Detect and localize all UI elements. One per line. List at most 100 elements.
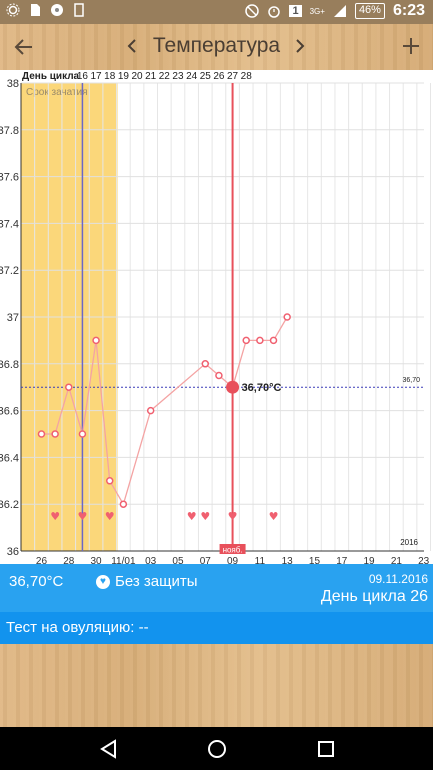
cycle-day-label: 23 bbox=[172, 71, 184, 82]
temperature-point bbox=[146, 406, 155, 415]
selected-date: 09.11.2016 bbox=[368, 572, 428, 586]
do-not-disturb-icon bbox=[245, 4, 260, 18]
y-tick-label: 36.2 bbox=[0, 499, 19, 511]
ovulation-test-label: Тест на овуляцию: -- bbox=[6, 619, 149, 636]
cycle-day-label: 20 bbox=[131, 71, 143, 82]
x-tick-label: 09 bbox=[227, 556, 239, 567]
ovulation-test-bar[interactable]: Тест на овуляцию: -- bbox=[0, 612, 433, 644]
y-tick-label: 36.8 bbox=[0, 359, 19, 371]
temperature-point bbox=[92, 336, 100, 345]
y-tick-label: 37.8 bbox=[0, 125, 19, 137]
cycle-day-label: 27 bbox=[227, 71, 239, 82]
status-right-icons: 1 3G+ 46% 6:23 bbox=[245, 2, 425, 20]
status-bar: 1 3G+ 46% 6:23 bbox=[0, 0, 433, 24]
year-label: 2016 bbox=[400, 538, 418, 547]
temperature-point bbox=[119, 500, 128, 508]
network-type: 3G+ bbox=[309, 6, 325, 16]
system-nav-bar bbox=[0, 727, 433, 770]
heart-icon: ♥ bbox=[228, 510, 238, 523]
heart-icon: ♥ bbox=[105, 510, 115, 523]
cycle-day-label: 26 bbox=[213, 71, 225, 82]
x-tick-label: 11 bbox=[255, 556, 266, 567]
selected-temperature-point bbox=[226, 380, 240, 394]
music-app-icon bbox=[51, 4, 63, 16]
temperature-point bbox=[283, 313, 291, 321]
x-tick-label: 15 bbox=[309, 556, 321, 567]
temperature-point bbox=[78, 430, 87, 438]
heart-icon: ♥ bbox=[77, 510, 87, 523]
coverline-label: 36,70 bbox=[402, 377, 420, 384]
y-tick-label: 37.4 bbox=[0, 218, 19, 230]
x-tick-label: 21 bbox=[391, 556, 403, 567]
signal-icon bbox=[333, 5, 346, 17]
heart-icon: ♥ bbox=[96, 574, 110, 589]
y-tick-label: 36.4 bbox=[0, 452, 19, 464]
notes-icon bbox=[74, 3, 84, 17]
temperature-point bbox=[269, 336, 278, 345]
x-tick-label: 30 bbox=[91, 556, 103, 567]
x-tick-label: 05 bbox=[172, 556, 184, 567]
selected-temperature: 36,70°C bbox=[9, 573, 64, 590]
temperature-point bbox=[105, 477, 114, 485]
x-tick-label: 07 bbox=[200, 556, 212, 567]
y-tick-label: 37.2 bbox=[0, 265, 19, 277]
settings-gear-icon bbox=[6, 3, 20, 17]
protection-status[interactable]: ♥ Без защиты bbox=[96, 573, 198, 590]
cycle-day-label: 17 bbox=[91, 71, 103, 82]
x-tick-label: 11/01 bbox=[111, 556, 136, 567]
x-tick-label: 23 bbox=[418, 556, 430, 567]
app-header: Температура bbox=[0, 24, 433, 70]
y-tick-label: 38 bbox=[7, 78, 19, 90]
temperature-point bbox=[37, 430, 46, 438]
chevron-right-icon[interactable] bbox=[294, 38, 306, 54]
month-badge-bg bbox=[219, 544, 246, 554]
temperature-point bbox=[65, 383, 73, 391]
triangle-back-icon[interactable] bbox=[99, 739, 119, 759]
alarm-icon bbox=[268, 6, 281, 18]
x-tick-label: 03 bbox=[145, 556, 157, 567]
cycle-day-label: 18 bbox=[104, 71, 116, 82]
sd-card-icon bbox=[31, 4, 40, 16]
x-tick-label: 17 bbox=[336, 556, 348, 567]
cycle-day-label: 21 bbox=[145, 71, 157, 82]
day-info-bar[interactable]: 36,70°C ♥ Без защиты 09.11.2016 День цик… bbox=[0, 564, 433, 612]
temperature-point bbox=[256, 336, 264, 345]
x-tick-label: 28 bbox=[63, 556, 75, 567]
y-tick-label: 36 bbox=[7, 546, 19, 558]
temperature-point bbox=[215, 371, 223, 380]
circle-home-icon[interactable] bbox=[207, 739, 227, 759]
cycle-day-label: 24 bbox=[186, 71, 198, 82]
cycle-day-label: 28 bbox=[241, 71, 253, 82]
cycle-day-label: 25 bbox=[200, 71, 212, 82]
month-badge: нояб. bbox=[223, 546, 243, 555]
heart-icon: ♥ bbox=[200, 510, 210, 523]
arrow-left-icon[interactable] bbox=[12, 36, 34, 58]
cycle-day-label: День цикла 26 bbox=[320, 588, 428, 605]
chevron-left-icon[interactable] bbox=[126, 38, 138, 54]
y-tick-label: 37 bbox=[7, 312, 19, 324]
conception-label: Срок зачатия bbox=[26, 87, 88, 98]
cycle-day-label: 22 bbox=[159, 71, 171, 82]
x-tick-label: 19 bbox=[364, 556, 376, 567]
battery-indicator: 46% bbox=[354, 3, 385, 19]
x-tick-label: 13 bbox=[282, 556, 294, 567]
temperature-chart[interactable]: Срок зачатия 36 36.2 36.4 36.6 36.8 37 37.2 37.4… bbox=[0, 70, 433, 570]
plus-icon[interactable] bbox=[401, 36, 421, 56]
temperature-chart-panel[interactable]: Срок зачатия 36 36.2 36.4 36.6 36.8 37 37.2 37.4… bbox=[0, 70, 433, 567]
cycle-day-header: День цикла bbox=[22, 71, 80, 82]
selected-temperature-label: 36,70°C bbox=[242, 382, 282, 394]
cycle-day-label: 16 bbox=[77, 71, 89, 82]
x-tick-label: 26 bbox=[36, 556, 48, 567]
status-left-icons bbox=[6, 3, 86, 17]
temperature-point bbox=[51, 430, 59, 438]
protection-label: Без защиты bbox=[115, 573, 198, 590]
heart-icon: ♥ bbox=[269, 510, 279, 523]
square-recents-icon[interactable] bbox=[316, 739, 336, 759]
clock: 6:23 bbox=[392, 2, 425, 19]
heart-icon: ♥ bbox=[50, 510, 60, 523]
temperature-point bbox=[242, 336, 250, 345]
heart-icon: ♥ bbox=[187, 510, 197, 523]
temperature-point bbox=[201, 360, 210, 368]
y-tick-label: 36.6 bbox=[0, 406, 19, 418]
cycle-day-label: 19 bbox=[118, 71, 130, 82]
